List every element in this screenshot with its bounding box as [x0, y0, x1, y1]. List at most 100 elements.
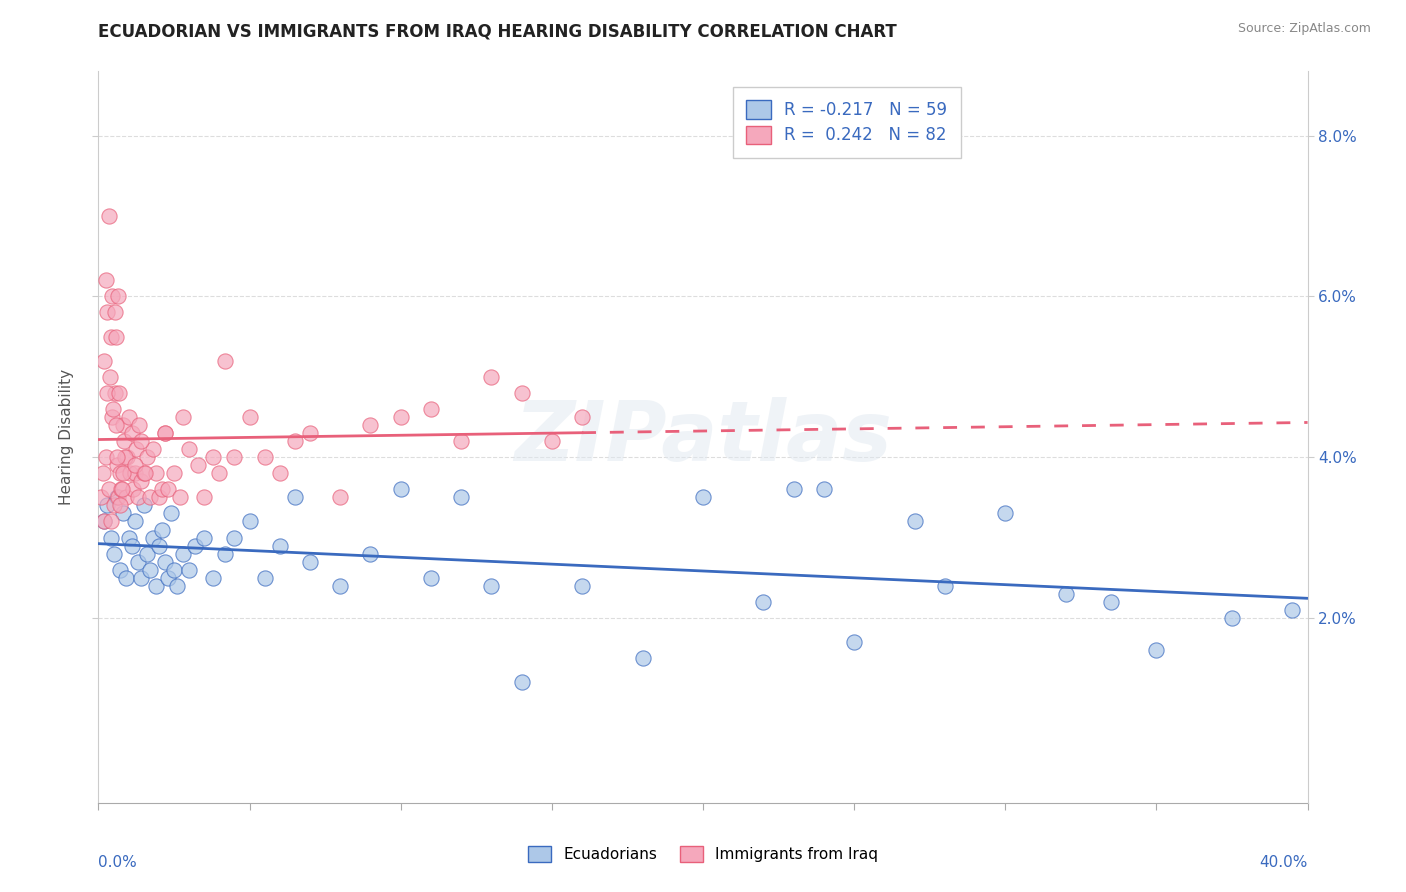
- Point: [214, 353, 236, 368]
- Point: [224, 450, 246, 465]
- Point: [105, 450, 128, 465]
- Point: [107, 289, 129, 303]
- Point: [329, 579, 352, 593]
- Point: [127, 555, 149, 569]
- Point: [148, 491, 170, 505]
- Point: [118, 531, 141, 545]
- Point: [481, 579, 503, 593]
- Point: [284, 434, 307, 449]
- Point: [239, 515, 262, 529]
- Point: [142, 442, 165, 457]
- Point: [571, 579, 593, 593]
- Point: [844, 635, 866, 649]
- Point: [108, 385, 131, 400]
- Point: [128, 417, 150, 432]
- Point: [100, 329, 122, 343]
- Point: [299, 425, 322, 440]
- Point: [1054, 587, 1077, 601]
- Point: [101, 401, 124, 416]
- Point: [153, 425, 176, 440]
- Point: [107, 491, 129, 505]
- Point: [510, 385, 533, 400]
- Point: [510, 675, 533, 690]
- Point: [111, 483, 134, 497]
- Point: [108, 499, 131, 513]
- Point: [166, 579, 188, 593]
- Point: [1220, 611, 1243, 625]
- Point: [1146, 643, 1168, 657]
- Point: [91, 467, 114, 481]
- Point: [93, 353, 115, 368]
- Point: [103, 499, 125, 513]
- Point: [184, 539, 207, 553]
- Point: [111, 417, 134, 432]
- Point: [541, 434, 564, 449]
- Point: [124, 515, 146, 529]
- Point: [179, 442, 201, 457]
- Point: [253, 571, 276, 585]
- Point: [134, 467, 156, 481]
- Point: [153, 425, 176, 440]
- Point: [163, 563, 186, 577]
- Point: [98, 369, 121, 384]
- Point: [934, 579, 956, 593]
- Point: [100, 515, 122, 529]
- Point: [125, 442, 148, 457]
- Point: [120, 467, 142, 481]
- Text: ECUADORIAN VS IMMIGRANTS FROM IRAQ HEARING DISABILITY CORRELATION CHART: ECUADORIAN VS IMMIGRANTS FROM IRAQ HEARI…: [98, 22, 897, 40]
- Point: [135, 547, 157, 561]
- Point: [163, 467, 186, 481]
- Point: [129, 475, 152, 489]
- Point: [284, 491, 307, 505]
- Point: [692, 491, 714, 505]
- Point: [104, 417, 127, 432]
- Point: [112, 467, 135, 481]
- Point: [131, 434, 153, 449]
- Text: 40.0%: 40.0%: [1260, 855, 1308, 870]
- Point: [420, 401, 443, 416]
- Point: [96, 385, 118, 400]
- Point: [360, 417, 382, 432]
- Point: [108, 563, 131, 577]
- Point: [208, 467, 231, 481]
- Point: [90, 491, 112, 505]
- Point: [94, 450, 117, 465]
- Point: [631, 651, 654, 665]
- Point: [150, 523, 173, 537]
- Point: [94, 273, 117, 287]
- Point: [101, 289, 124, 303]
- Point: [98, 483, 121, 497]
- Point: [269, 539, 291, 553]
- Point: [132, 467, 155, 481]
- Point: [93, 515, 115, 529]
- Point: [135, 450, 157, 465]
- Point: [112, 434, 135, 449]
- Y-axis label: Hearing Disability: Hearing Disability: [59, 369, 75, 505]
- Point: [114, 571, 136, 585]
- Point: [156, 483, 179, 497]
- Point: [172, 547, 194, 561]
- Point: [360, 547, 382, 561]
- Point: [127, 491, 149, 505]
- Point: [389, 409, 412, 424]
- Point: [179, 563, 201, 577]
- Point: [101, 409, 124, 424]
- Point: [193, 491, 215, 505]
- Point: [153, 555, 176, 569]
- Point: [269, 467, 291, 481]
- Point: [104, 329, 127, 343]
- Point: [481, 369, 503, 384]
- Point: [193, 531, 215, 545]
- Point: [187, 458, 209, 473]
- Point: [114, 491, 136, 505]
- Point: [450, 491, 472, 505]
- Point: [139, 491, 162, 505]
- Point: [145, 467, 167, 481]
- Point: [214, 547, 236, 561]
- Legend: Ecuadorians, Immigrants from Iraq: Ecuadorians, Immigrants from Iraq: [522, 840, 884, 868]
- Point: [104, 385, 127, 400]
- Point: [110, 483, 132, 497]
- Point: [160, 507, 183, 521]
- Point: [1281, 603, 1303, 617]
- Point: [121, 539, 143, 553]
